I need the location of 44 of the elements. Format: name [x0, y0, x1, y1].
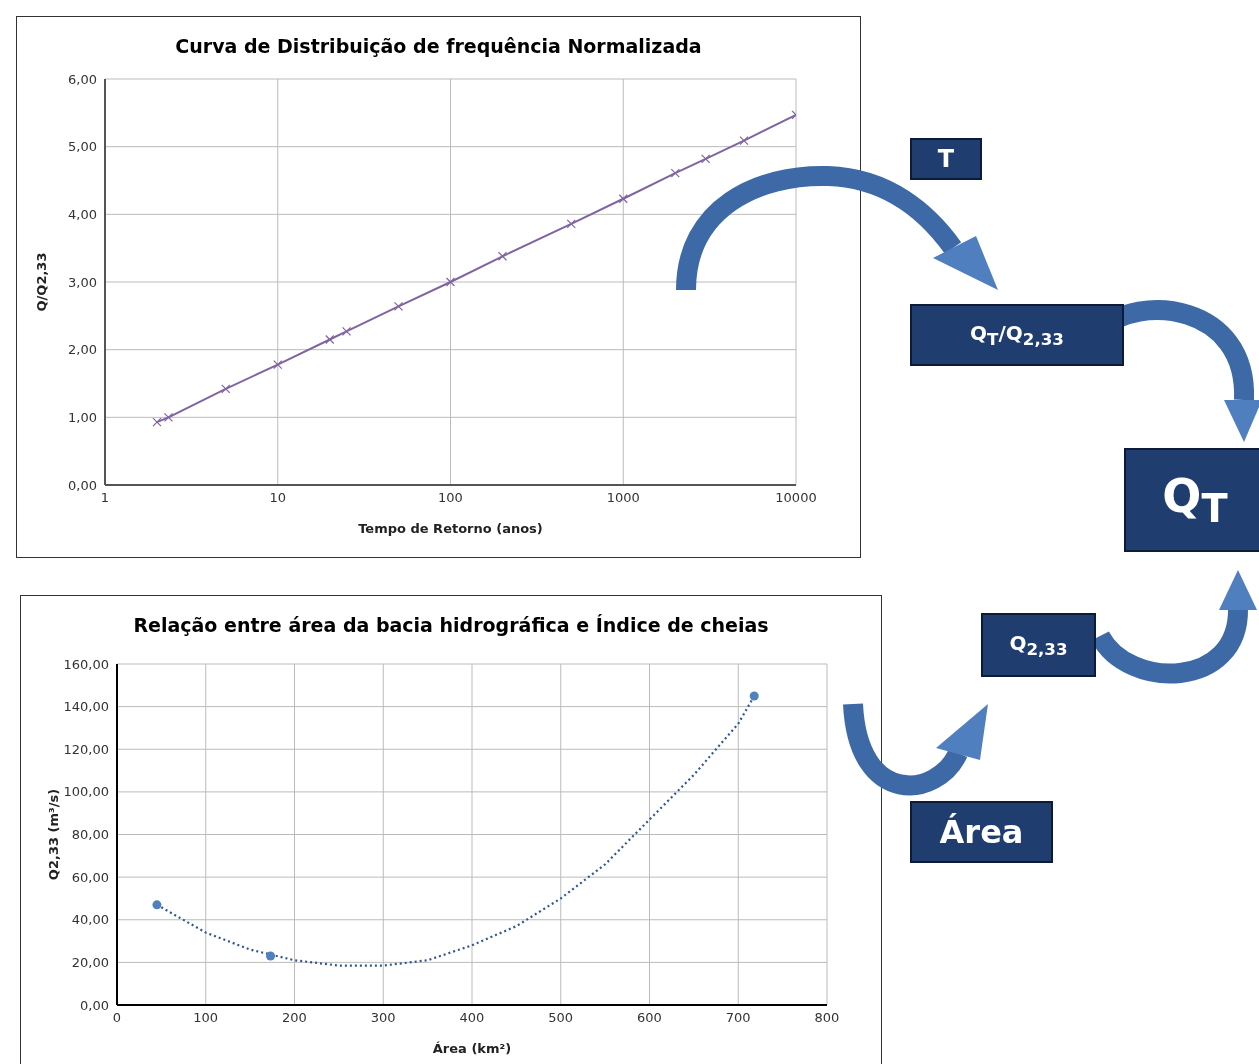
y-tick-label: 6,00: [68, 71, 97, 87]
text: Q$_{T}$/Q$_{2,33}$: [970, 321, 1064, 349]
y-tick-label: 1,00: [68, 409, 97, 425]
chart-title: Curva de Distribuição de frequência Normalizada: [174, 35, 703, 57]
y-tick-label: 140,00: [63, 699, 109, 715]
x-tick-label: 1000: [606, 490, 640, 506]
point: [266, 951, 276, 961]
x-tick-label: 800: [814, 1010, 840, 1026]
x-tick-label: 100: [193, 1010, 219, 1026]
x-tick-label: 300: [370, 1010, 396, 1026]
x-tick-label: 500: [548, 1010, 574, 1026]
x-tick-label: 0: [112, 1010, 122, 1026]
y-tick-label: 40,00: [71, 912, 109, 928]
y-tick-label: 160,00: [63, 656, 109, 672]
point: [152, 900, 162, 910]
x-tick-label: 400: [459, 1010, 485, 1026]
text: T: [937, 145, 955, 173]
x-axis-title: Área (km²): [432, 1041, 512, 1056]
y-tick-label: 60,00: [71, 869, 109, 885]
y-tick-label: 2,00: [68, 342, 97, 358]
y-tick-label: 100,00: [63, 784, 109, 800]
text: Q$_{T}$: [1162, 468, 1228, 532]
x-tick-label: 700: [725, 1010, 751, 1026]
text: Área: [939, 813, 1024, 851]
y-tick-label: 0,00: [68, 477, 97, 493]
y-tick-label: 5,00: [68, 139, 97, 155]
y-tick-label: 3,00: [68, 274, 97, 290]
y-tick-label: 80,00: [71, 827, 109, 843]
chart-title: Relação entre área da bacia hidrográfica e Índice de cheias: [132, 614, 770, 636]
point: [749, 691, 759, 701]
y-tick-label: 4,00: [68, 206, 97, 222]
x-tick-label: 10: [269, 490, 287, 506]
y-tick-label: 120,00: [63, 741, 109, 757]
x-tick-label: 100: [438, 490, 463, 506]
y-tick-label: 20,00: [71, 954, 109, 970]
y-tick-label: 0,00: [80, 997, 109, 1013]
y-axis-title: Q2,33 (m³/s): [45, 788, 61, 881]
x-tick-label: 200: [282, 1010, 307, 1026]
x-axis-title: Tempo de Retorno (anos): [358, 521, 543, 536]
x-tick-label: 1: [100, 490, 110, 506]
x-tick-label: 10000: [775, 490, 817, 506]
y-axis-title: Q/Q2,33: [33, 252, 49, 312]
x-tick-label: 600: [637, 1010, 662, 1026]
text: Q$_{2,33}$: [1009, 631, 1068, 659]
